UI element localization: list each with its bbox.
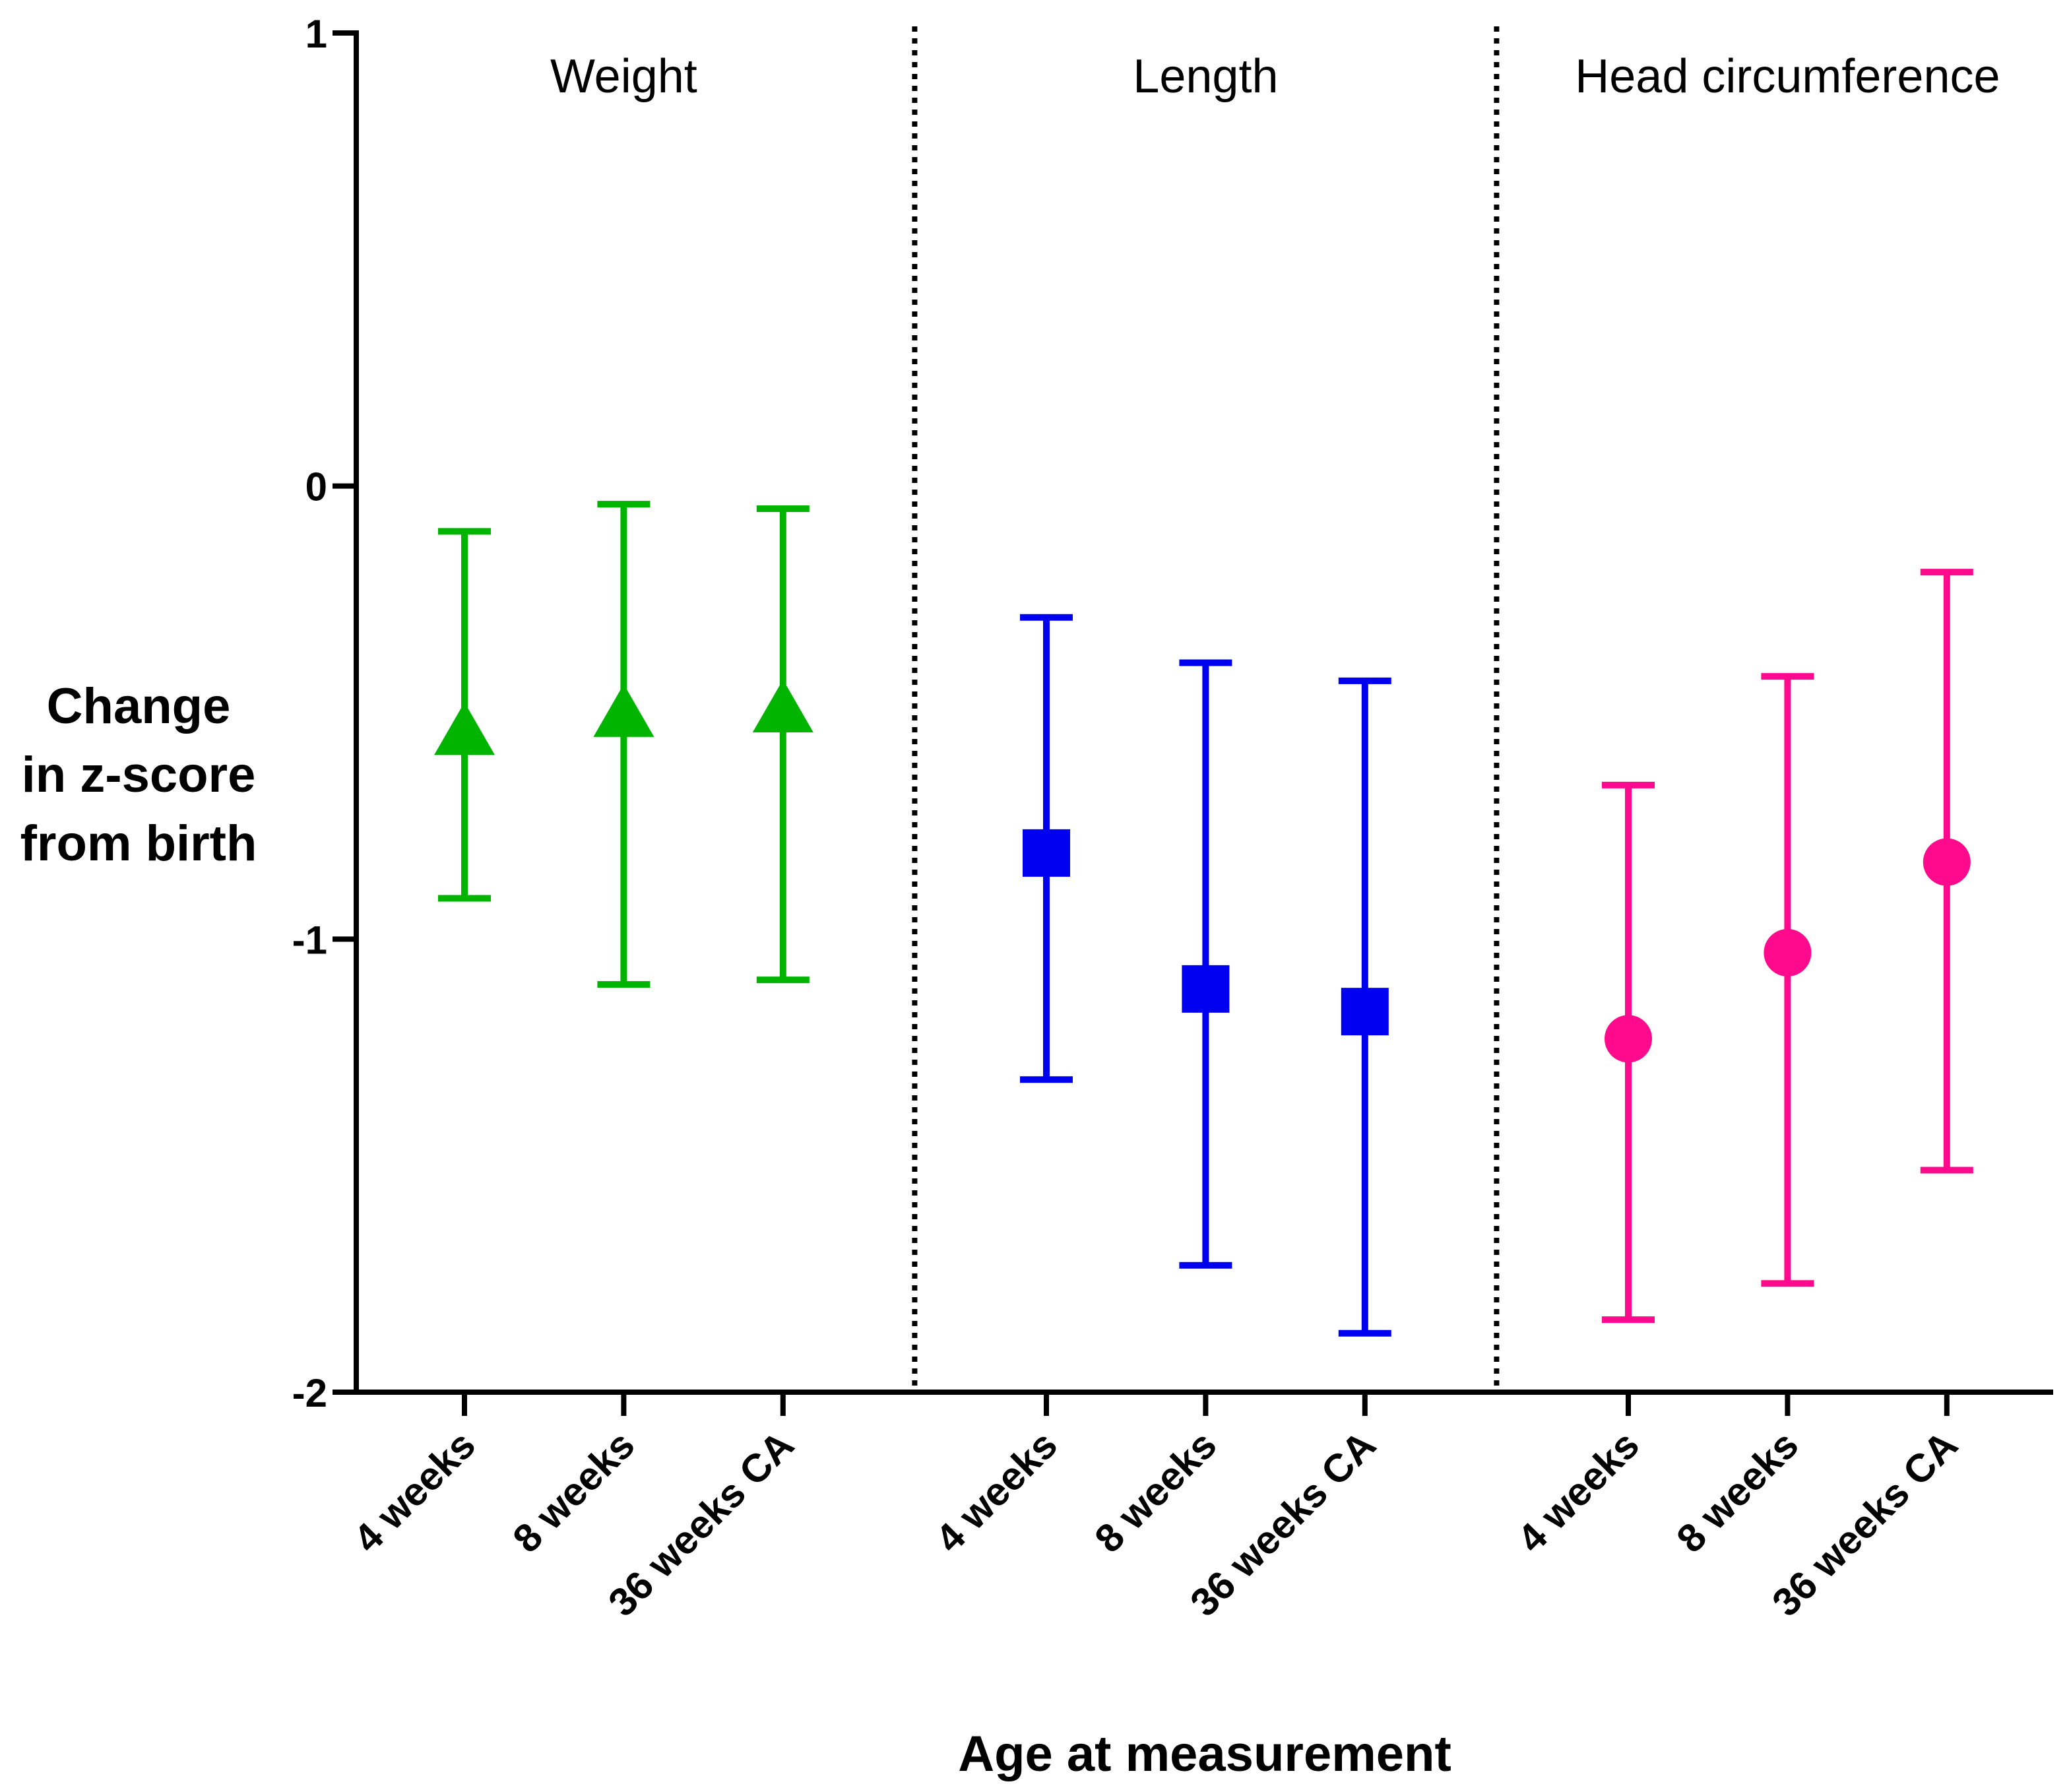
x-tick-label: 8 weeks [1086,1423,1225,1561]
y-tick-label: -1 [292,918,327,962]
x-axis-title: Age at measurement [958,1726,1451,1782]
marker-triangle [593,684,654,737]
x-tick-label: 4 weeks [927,1423,1066,1561]
marker-triangle [752,680,813,732]
y-axis-title: from birth [20,816,257,872]
panel-label: Length [1133,50,1278,103]
x-tick-label: 4 weeks [1509,1423,1647,1561]
marker-circle [1605,1015,1652,1063]
marker-circle [1764,928,1812,976]
marker-square [1182,965,1230,1013]
x-tick-label: 8 weeks [504,1423,643,1561]
y-tick-label: 1 [305,12,327,56]
y-tick-label: 0 [305,465,327,509]
y-tick-label: -2 [292,1371,327,1415]
x-tick-label: 4 weeks [345,1423,484,1561]
y-axis-title: Change [47,678,231,734]
marker-square [1023,829,1070,877]
x-tick-label: 8 weeks [1668,1423,1806,1561]
panel-label: Head circumference [1575,50,2000,103]
panel-label: Weight [550,50,697,103]
marker-circle [1923,838,1971,886]
marker-square [1341,988,1389,1036]
marker-triangle [434,702,495,755]
y-axis-title: in z-score [22,747,256,803]
